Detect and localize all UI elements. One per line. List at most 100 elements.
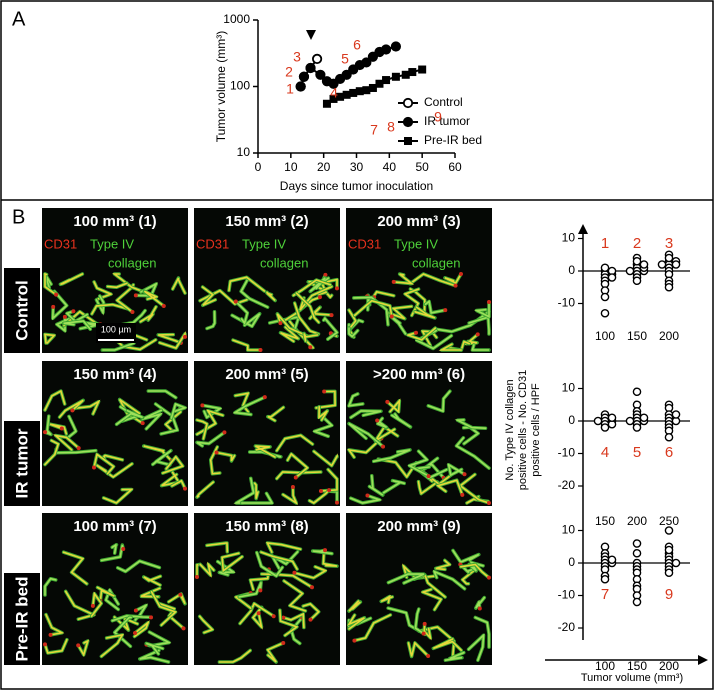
- vessel-texture: [139, 649, 170, 663]
- vessel-texture: [426, 474, 431, 479]
- vessel-texture: [221, 552, 243, 573]
- vessel-texture: [232, 339, 262, 351]
- data-point: [368, 83, 377, 92]
- vessel-texture: [372, 449, 411, 463]
- group-label: 2: [633, 235, 641, 252]
- vessel-texture: [102, 488, 134, 504]
- vessel-texture: [228, 276, 266, 292]
- vessel-texture: [60, 273, 84, 286]
- vessel-texture: [389, 314, 407, 335]
- vessel-texture: [391, 413, 411, 428]
- vessel-texture: [335, 500, 339, 505]
- legend-marker: [402, 116, 414, 128]
- vessel-texture: [420, 588, 443, 611]
- x-tick-label: 0: [255, 160, 262, 174]
- micrograph: [194, 513, 340, 665]
- vessel-texture: [443, 308, 448, 313]
- vessel-texture: [293, 302, 320, 335]
- x-tick-label: 100: [595, 659, 615, 673]
- growth-chart: 0 10 20 30 40 50 60 10 100 1000 Days since tumor i…: [214, 12, 482, 193]
- vessel-texture: [278, 321, 283, 326]
- data-point: [408, 68, 417, 77]
- data-point: [600, 263, 610, 273]
- vessel-texture: [385, 399, 390, 404]
- vessel-texture: [383, 479, 405, 494]
- legend-label: IR tumor: [424, 114, 470, 128]
- vessel-texture: [44, 439, 60, 466]
- micrograph-header: >200 mm³ (6): [373, 366, 465, 383]
- vessel-texture: [318, 405, 329, 421]
- vessel-texture: [454, 419, 487, 429]
- vessel-texture: [302, 602, 320, 621]
- vessel-texture: [49, 423, 68, 435]
- vessel-texture: [487, 575, 491, 580]
- vessel-texture: [216, 560, 236, 576]
- data-point: [664, 282, 674, 292]
- vessel-texture: [368, 475, 384, 496]
- vessel-texture: [303, 333, 319, 342]
- vessel-texture: [100, 544, 124, 562]
- vessel-texture: [44, 415, 52, 436]
- vessel-texture: [424, 300, 447, 314]
- vessel-texture: [233, 477, 255, 504]
- vessel-texture: [59, 426, 64, 431]
- vessel-texture: [453, 283, 458, 288]
- vessel-texture: [407, 450, 430, 477]
- vessel-texture: [145, 642, 164, 655]
- vessel-texture: [279, 609, 299, 637]
- vessel-texture: [460, 492, 465, 497]
- data-point: [380, 44, 392, 55]
- vessel-texture: [477, 606, 482, 611]
- vessel-texture: [464, 333, 479, 345]
- vessel-texture: [286, 452, 309, 479]
- vessel-texture: [116, 560, 161, 573]
- x-axis-arrow: [698, 655, 708, 665]
- data-point: [671, 410, 681, 419]
- data-point: [607, 555, 617, 565]
- group-label: 9: [665, 586, 673, 603]
- vessel-texture: [295, 292, 320, 324]
- y-tick-label: 100: [230, 79, 250, 93]
- vessel-texture: [266, 642, 284, 663]
- vessel-texture: [421, 330, 438, 347]
- vessel-texture: [48, 632, 53, 637]
- data-point: [328, 78, 339, 89]
- data-point: [657, 260, 667, 269]
- strip-charts: -10010100115022003-20-10010150420052506-…: [504, 224, 708, 684]
- vessel-texture: [52, 434, 80, 451]
- data-point: [632, 256, 642, 266]
- vessel-texture: [133, 293, 138, 298]
- vessel-texture: [258, 348, 263, 352]
- vessel-texture: [106, 282, 128, 289]
- vessel-texture: [409, 273, 457, 287]
- vessel-texture: [201, 286, 217, 307]
- stain-label: Type IV: [90, 236, 134, 251]
- data-point: [305, 62, 316, 74]
- data-point: [418, 65, 427, 74]
- micrograph-header: 150 mm³ (4): [73, 366, 156, 383]
- vessel-texture: [473, 301, 490, 318]
- vessel-texture: [377, 458, 417, 479]
- vessel-texture: [200, 403, 205, 408]
- data-point: [362, 86, 371, 95]
- data-point: [311, 53, 323, 65]
- vessel-texture: [195, 575, 199, 580]
- vessel-texture: [90, 591, 103, 617]
- vessel-texture: [347, 437, 383, 458]
- vessel-texture: [387, 305, 413, 320]
- x-tick-label: 40: [383, 160, 397, 174]
- data-point: [341, 69, 352, 80]
- stain-label: Type IV: [394, 236, 438, 251]
- vessel-texture: [471, 344, 489, 351]
- x-tick-label: 250: [659, 514, 679, 528]
- vessel-texture: [62, 314, 67, 319]
- vessel-texture: [452, 549, 480, 564]
- vessel-texture: [51, 304, 56, 309]
- data-point: [342, 90, 351, 99]
- vessel-texture: [317, 295, 322, 300]
- row-label: Pre-IR bed: [12, 576, 31, 661]
- vessel-texture: [218, 649, 251, 663]
- stain-label: collagen: [412, 255, 460, 270]
